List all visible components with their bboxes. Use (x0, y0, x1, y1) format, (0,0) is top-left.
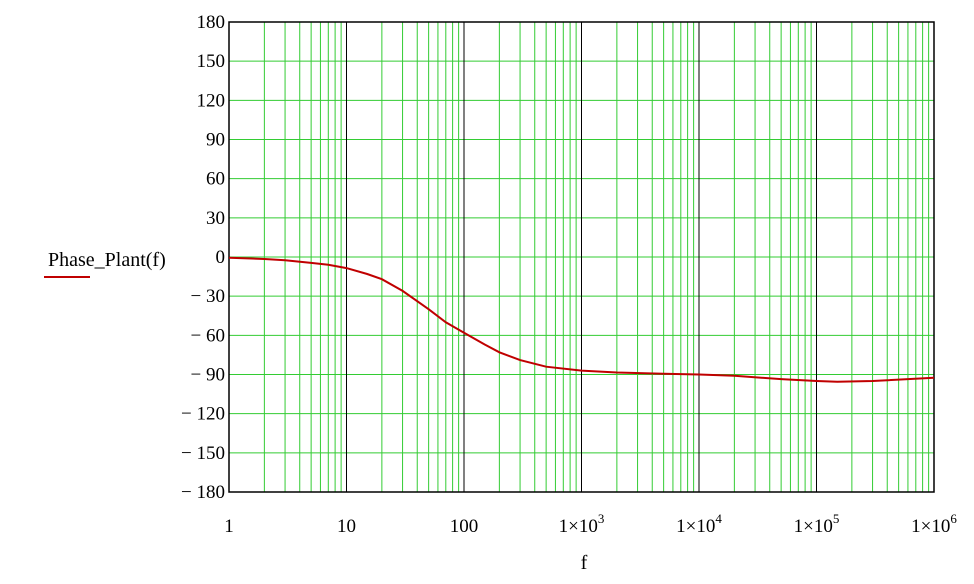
y-tick-label: − 120 (181, 404, 225, 425)
phase-curve (228, 256, 935, 383)
x-tick-label: 1 (224, 516, 234, 537)
y-tick-labels: 180 150 120 90 60 30 0 − 30 − 60 − 90 − 120 − 150 − … (181, 12, 225, 503)
x-tick-label: 1×106 (911, 511, 957, 537)
y-tick-label: 90 (206, 130, 225, 151)
y-axis-label: Phase_Plant(f) (48, 249, 166, 271)
x-tick-labels: 1 10 100 1×103 1×104 1×105 1×106 (224, 511, 957, 537)
x-tick-label: 1×105 (794, 511, 840, 537)
y-tick-label: − 60 (191, 325, 225, 346)
x-tick-label: 1×104 (676, 511, 722, 537)
x-tick-label: 10 (337, 516, 356, 537)
y-tick-label: − 30 (191, 286, 225, 307)
x-tick-label: 100 (450, 516, 479, 537)
x-tick-label: 1×103 (559, 511, 605, 537)
y-tick-label: 60 (206, 169, 225, 190)
y-tick-label: − 150 (181, 443, 225, 464)
plot-grid (229, 21, 934, 493)
y-tick-label: 0 (216, 247, 226, 268)
y-tick-label: 150 (197, 51, 226, 72)
y-tick-label: 120 (197, 90, 226, 111)
y-tick-label: − 180 (181, 482, 225, 503)
x-axis-label: f (581, 552, 588, 574)
y-tick-label: 30 (206, 208, 225, 229)
y-tick-label: 180 (197, 12, 226, 33)
plot-frame (228, 21, 935, 493)
y-tick-label: − 90 (191, 365, 225, 386)
